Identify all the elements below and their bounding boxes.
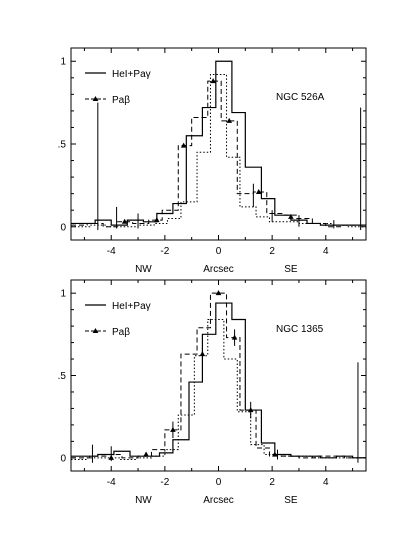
series-dashed-line [71, 292, 366, 459]
y-tick-label: 1 [60, 57, 66, 68]
panel-title: NGC 1365 [276, 324, 324, 335]
y-tick-label: 0 [60, 453, 66, 464]
x-tick-label: 4 [323, 477, 329, 488]
panel-ngc-1365: -4 -2 0 2 4 0 .5 1 HeI+Paγ Paβ NGC 1365 NW Arcsec SE [58, 279, 367, 506]
legend-marker [92, 328, 99, 333]
x-axis-label-nw: NW [135, 495, 152, 506]
x-tick-label: 4 [323, 246, 329, 257]
data-point-marker [272, 451, 278, 457]
x-axis-label-se: SE [284, 495, 298, 506]
legend-label-heI-pagamma: HeI+Paγ [112, 69, 151, 80]
data-point-marker [255, 189, 262, 194]
y-tick-label: .5 [58, 140, 67, 151]
x-axis-label-arcsec: Arcsec [203, 495, 234, 506]
legend-marker [92, 96, 99, 101]
data-point-marker [215, 290, 222, 296]
x-axis-label-arcsec: Arcsec [203, 264, 234, 275]
y-tick-label: 1 [60, 289, 66, 300]
data-point-marker [288, 213, 294, 219]
data-point-marker [199, 351, 206, 357]
series-dotted-line [71, 73, 366, 228]
legend-label-heI-pagamma: HeI+Paγ [112, 301, 151, 312]
x-tick-label: 0 [216, 246, 222, 257]
y-tick-label: 0 [60, 222, 66, 233]
y-tick-label: .5 [58, 371, 67, 382]
x-tick-label: -4 [107, 246, 116, 257]
x-tick-label: -4 [107, 477, 116, 488]
panel-title: NGC 526A [276, 92, 325, 103]
data-point-marker [180, 142, 187, 148]
data-point-marker [143, 451, 149, 457]
series-solid-line [71, 60, 366, 226]
x-tick-label: -2 [160, 477, 169, 488]
data-point-marker [121, 218, 128, 224]
x-tick-label: 2 [269, 246, 275, 257]
legend-label-pabeta: Paβ [112, 95, 130, 106]
panel-ngc-526a: -4 -2 0 2 4 0 .5 1 HeI+Paγ Paβ NGC 526A NW Arcsec SE [58, 47, 367, 275]
x-axis-label-nw: NW [135, 264, 152, 275]
data-point-marker [154, 217, 160, 223]
x-tick-label: 0 [216, 477, 222, 488]
data-point-marker [210, 78, 216, 84]
data-point-marker [226, 117, 233, 123]
x-axis-label-se: SE [284, 264, 298, 275]
x-tick-label: 2 [269, 477, 275, 488]
series-dotted-line [71, 319, 366, 460]
x-tick-label: -2 [160, 246, 169, 257]
legend-label-pabeta: Paβ [112, 327, 130, 338]
